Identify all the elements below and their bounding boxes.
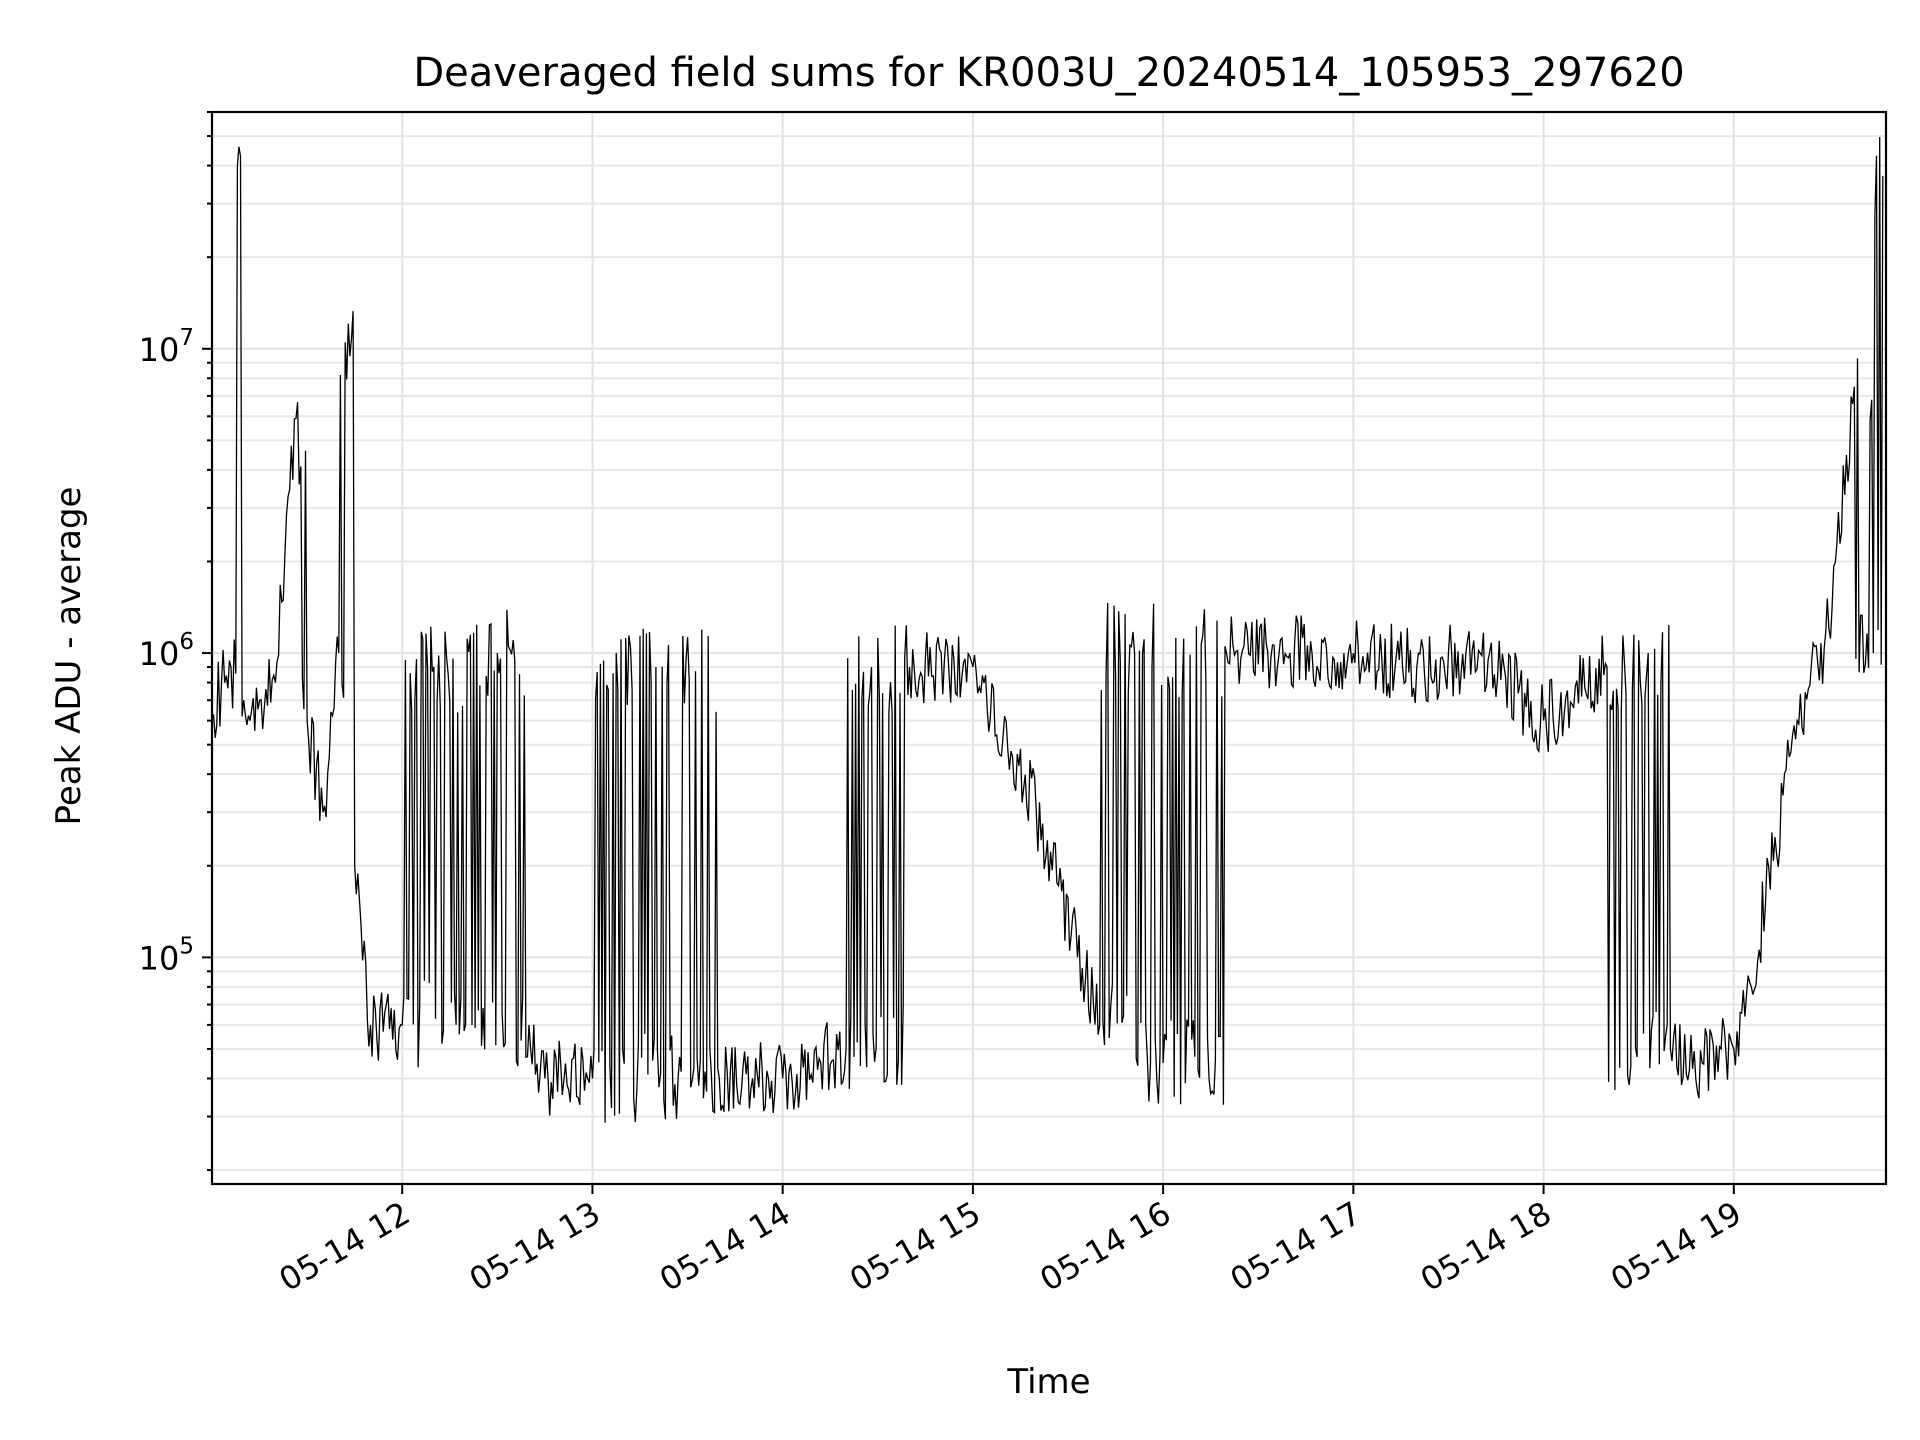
x-tick-label: 05-14 12 [273,1194,417,1299]
chart-title: Deaveraged field sums for KR003U_2024051… [413,50,1684,96]
data-series-line [211,136,1884,1123]
x-tick-label: 05-14 15 [843,1194,987,1299]
x-tick-label: 05-14 19 [1604,1194,1748,1299]
x-axis-label: Time [1006,1362,1090,1402]
x-tick-label: 05-14 14 [653,1194,797,1299]
series-layer [211,136,1884,1123]
x-tick-label: 05-14 17 [1224,1194,1368,1299]
y-tick-label: 105 [139,933,194,977]
x-tick-label: 05-14 13 [463,1194,607,1299]
x-tick-label: 05-14 18 [1414,1194,1558,1299]
y-tick-label: 106 [139,629,194,673]
x-tick-label: 05-14 16 [1034,1194,1178,1299]
plot-frame [210,110,1888,1186]
y-axis-label: Peak ADU - average [49,487,89,826]
y-tick-label: 107 [139,325,194,369]
